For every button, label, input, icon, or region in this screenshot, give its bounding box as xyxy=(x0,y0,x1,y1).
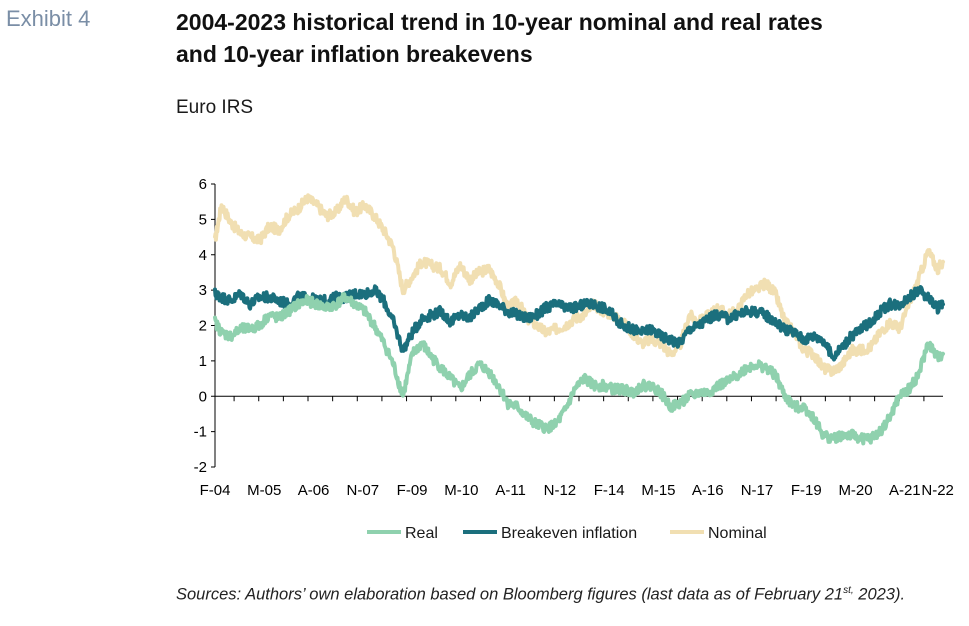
x-tick-label: N-22 xyxy=(921,482,954,499)
legend-label: Real xyxy=(405,525,438,542)
sources-note: Sources: Authors’ own elaboration based … xyxy=(176,580,961,606)
y-tick-label: -2 xyxy=(194,459,207,476)
legend-label: Nominal xyxy=(708,525,767,542)
x-tick-label: F-19 xyxy=(791,482,822,499)
x-tick-label: A-06 xyxy=(298,482,330,499)
sources-text-end: 2023). xyxy=(858,585,906,604)
x-tick-label: N-07 xyxy=(347,482,380,499)
sources-superscript: st, xyxy=(843,585,854,596)
legend-label: Breakeven inflation xyxy=(501,525,637,542)
x-tick-label: N-12 xyxy=(544,482,577,499)
y-tick-label: 3 xyxy=(199,282,207,299)
y-tick-label: 4 xyxy=(199,247,207,264)
chart-subtitle: Euro IRS xyxy=(176,97,254,118)
y-tick-label: 0 xyxy=(199,388,207,405)
sources-text: Sources: Authors’ own elaboration based … xyxy=(176,585,844,604)
x-axis: F-04 M-05 A-06 N-07 F-09 M-10 A-11 N-12 F-14 M-15… xyxy=(200,395,954,499)
x-tick-label: N-17 xyxy=(741,482,774,499)
x-tick-label: F-09 xyxy=(397,482,428,499)
y-axis: -2 -1 0 1 2 3 4 5 6 xyxy=(194,176,216,476)
x-tick-label: F-04 xyxy=(200,482,231,499)
x-tick-label: M-20 xyxy=(838,482,872,499)
chart-title-line-2: and 10-year inflation breakevens xyxy=(176,41,533,67)
line-chart: -2 -1 0 1 2 3 4 5 6 F-04 M-05 A-06 N-07 F-09 M-10 A-11… xyxy=(194,176,954,542)
x-tick-label: A-11 xyxy=(495,482,526,499)
chart-title-line-1: 2004-2023 historical trend in 10-year no… xyxy=(176,9,823,35)
y-tick-label: -1 xyxy=(194,424,207,441)
x-tick-label: M-15 xyxy=(641,482,675,499)
x-tick-label: A-16 xyxy=(692,482,724,499)
x-tick-label: M-10 xyxy=(444,482,478,499)
series-line-real xyxy=(213,292,945,446)
y-tick-label: 6 xyxy=(199,176,207,193)
chart-title: 2004-2023 historical trend in 10-year no… xyxy=(176,6,956,70)
legend: Real Breakeven inflation Nominal xyxy=(367,525,767,542)
x-tick-label: A-21 xyxy=(889,482,921,499)
series-line-nominal xyxy=(213,193,945,377)
exhibit-label: Exhibit 4 xyxy=(6,6,91,31)
y-tick-label: 2 xyxy=(199,318,207,335)
x-tick-label: M-05 xyxy=(247,482,281,499)
y-tick-label: 5 xyxy=(199,211,207,228)
series-lines xyxy=(213,193,945,446)
y-tick-label: 1 xyxy=(199,353,207,370)
series-line-breakeven-inflation xyxy=(213,284,945,362)
x-tick-label: F-14 xyxy=(594,482,625,499)
